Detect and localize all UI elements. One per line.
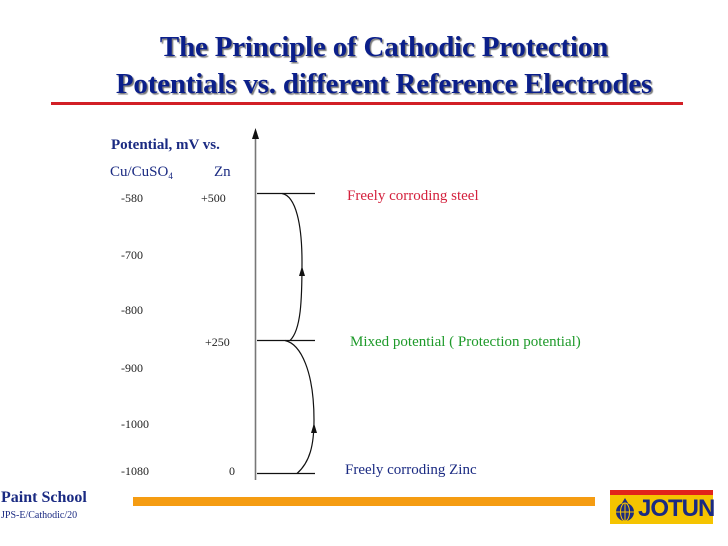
tick-zn-500: +500: [201, 191, 226, 205]
logo-text: JOTUN: [638, 495, 715, 522]
tick-cu-1000: -1000: [121, 417, 149, 431]
label-mixed-potential: Mixed potential ( Protection potential): [350, 334, 581, 350]
footer-code: JPS-E/Cathodic/20: [1, 510, 78, 521]
column-heading-cu-cuso4-text: Cu/CuSO: [110, 164, 169, 180]
axis-arrow-icon: [252, 128, 259, 139]
jotun-logo: JOTUN: [610, 490, 715, 524]
zinc-polarisation-curve: [284, 339, 315, 474]
column-heading-subscript: 4: [168, 171, 173, 181]
logo-red-stripe: [610, 490, 713, 495]
footer-title: Paint School: [1, 489, 87, 506]
tick-cu-700: -700: [121, 248, 143, 262]
column-heading-cu-cuso4: Cu/CuSO4: [110, 164, 173, 181]
tick-cu-800: -800: [121, 303, 143, 317]
tick-zn-0: 0: [229, 464, 235, 478]
title-underline: [51, 102, 683, 105]
column-heading-zn: Zn: [214, 164, 231, 180]
axis-heading: Potential, mV vs.: [111, 137, 220, 153]
steel-polarisation-curve: [281, 192, 303, 341]
zinc-arrow-icon: [311, 423, 317, 433]
tick-cu-580: -580: [121, 191, 143, 205]
tick-cu-900: -900: [121, 361, 143, 375]
tick-cu-1080: -1080: [121, 464, 149, 478]
globe-penguin-icon: [616, 498, 634, 522]
slide-title-line-1: The Principle of Cathodic Protection: [159, 31, 609, 63]
label-freely-corroding-zinc: Freely corroding Zinc: [345, 462, 477, 478]
tick-zn-250: +250: [205, 335, 230, 349]
slide-title-line-2: Potentials vs. different Reference Elect…: [115, 68, 653, 100]
label-freely-corroding-steel: Freely corroding steel: [347, 188, 479, 204]
steel-arrow-icon: [299, 266, 305, 276]
footer-bar: [133, 497, 595, 506]
